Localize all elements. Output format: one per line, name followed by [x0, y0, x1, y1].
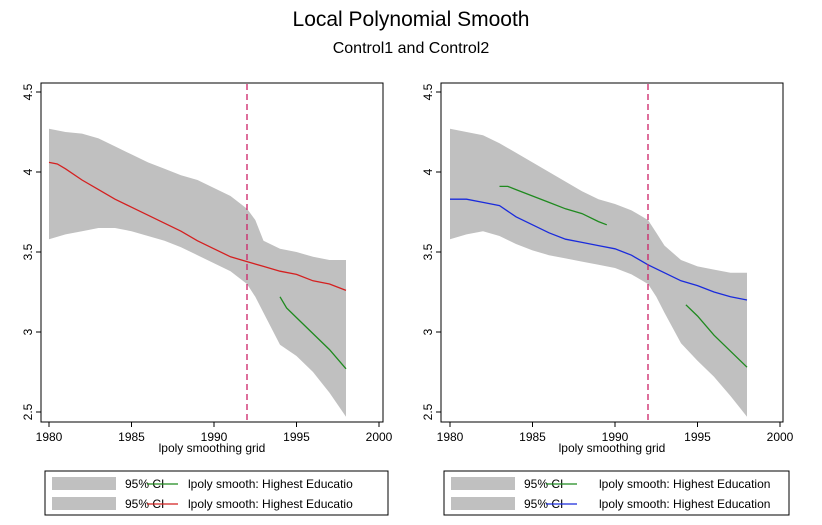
- y-tick-label: 3.5: [21, 243, 35, 260]
- x-tick-label: 1990: [201, 430, 228, 444]
- y-tick-label: 4: [21, 168, 35, 175]
- series-line: [48, 161, 347, 292]
- chart-subtitle: Control1 and Control2: [332, 40, 490, 57]
- x-tick-label: 1995: [283, 430, 310, 444]
- x-tick-label: 2000: [366, 430, 393, 444]
- legend-ci-swatch: [52, 497, 116, 510]
- series-line: [279, 296, 347, 370]
- y-tick-label: 4.5: [21, 83, 35, 100]
- y-tick-label: 3: [21, 328, 35, 335]
- legend-series-label: lpoly smooth: Highest Educatio: [188, 497, 353, 511]
- chart-title: Local Polynomial Smooth: [292, 8, 530, 31]
- x-axis-label: lpoly smoothing grid: [159, 441, 266, 455]
- ci-band: [49, 128, 346, 417]
- y-tick-label: 2.5: [21, 403, 35, 420]
- x-tick-label: 1980: [36, 430, 63, 444]
- legend-ci-label: 95% CI: [125, 477, 164, 491]
- x-tick-label: 1985: [118, 430, 145, 444]
- legend-series-label: lpoly smooth: Highest Educatio: [188, 477, 353, 491]
- legend-ci-swatch: [52, 477, 116, 490]
- legend-ci-label: 95% CI: [125, 497, 164, 511]
